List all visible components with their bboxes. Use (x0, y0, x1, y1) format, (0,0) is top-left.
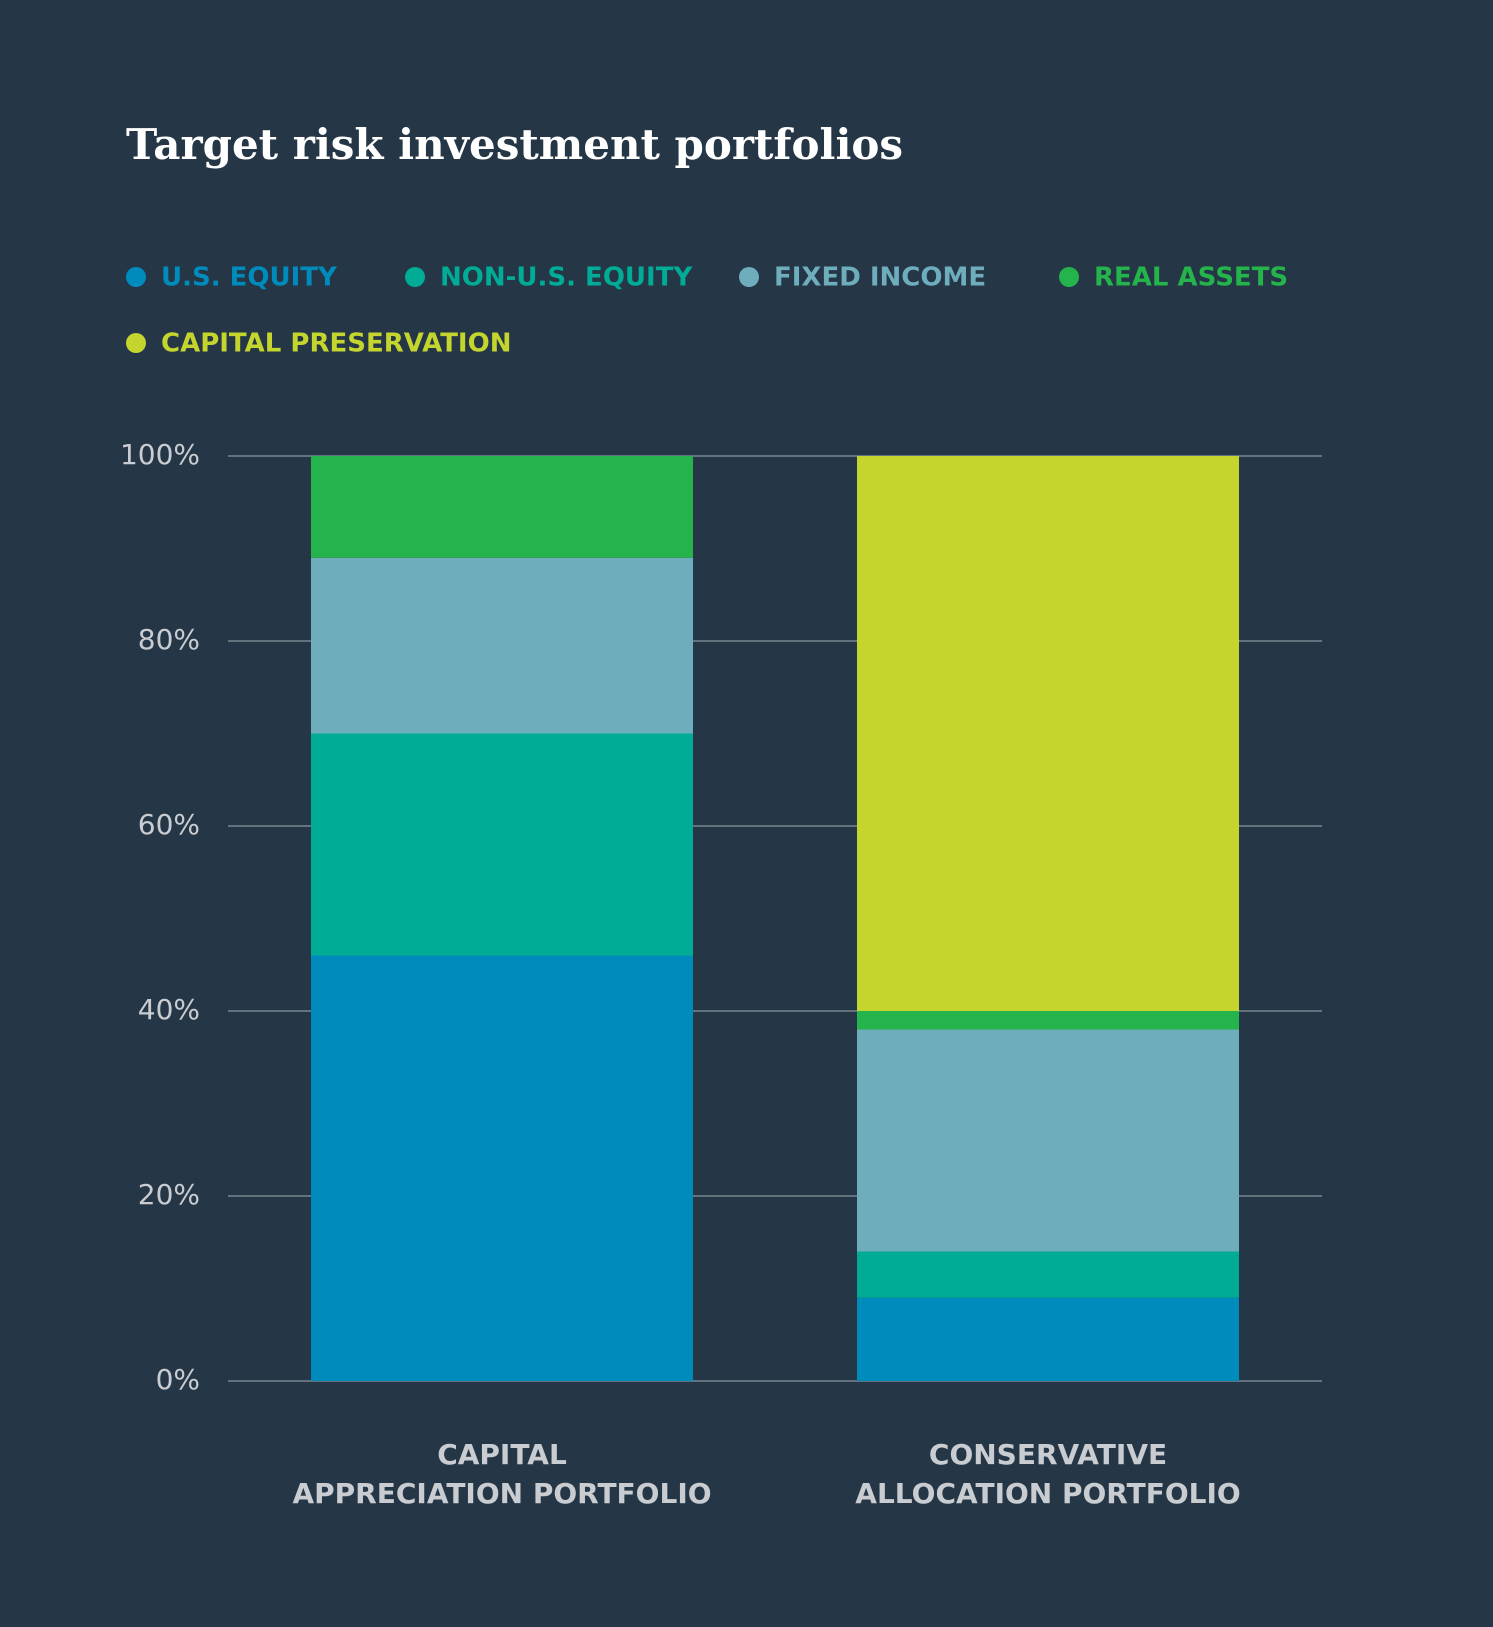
bar-segment (311, 456, 693, 558)
legend-marker (126, 267, 146, 287)
y-tick-label: 80% (138, 623, 200, 656)
x-tick-label: CAPITAL (437, 1438, 567, 1471)
y-tick-label: 20% (138, 1178, 200, 1211)
y-tick-label: 60% (138, 808, 200, 841)
legend-label: FIXED INCOME (774, 263, 986, 293)
bar-segment (311, 733, 693, 956)
bar-segment (311, 557, 693, 734)
x-tick-label: APPRECIATION PORTFOLIO (292, 1477, 711, 1510)
x-tick-label: CONSERVATIVE (929, 1438, 1167, 1471)
bar-segment (857, 456, 1239, 1011)
legend-label: CAPITAL PRESERVATION (161, 329, 511, 359)
legend-label: U.S. EQUITY (161, 263, 338, 293)
y-tick-label: 40% (138, 993, 200, 1026)
legend-marker (739, 267, 759, 287)
bar-segment (857, 1029, 1239, 1252)
legend-marker (126, 333, 146, 353)
y-tick-label: 0% (156, 1363, 200, 1396)
y-tick-label: 100% (120, 438, 200, 471)
legend-marker (1059, 267, 1079, 287)
x-tick-label: ALLOCATION PORTFOLIO (855, 1477, 1240, 1510)
chart-title: Target risk investment portfolios (126, 120, 903, 169)
legend-label: REAL ASSETS (1094, 263, 1288, 293)
legend-marker (405, 267, 425, 287)
bar-segment (857, 1251, 1239, 1298)
bar-segment (857, 1297, 1239, 1381)
bar-segment (311, 955, 693, 1381)
bar-segment (857, 1011, 1239, 1030)
legend-label: NON-U.S. EQUITY (440, 263, 693, 293)
